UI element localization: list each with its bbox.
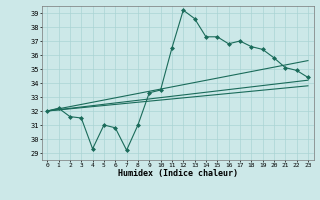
X-axis label: Humidex (Indice chaleur): Humidex (Indice chaleur) xyxy=(118,169,237,178)
